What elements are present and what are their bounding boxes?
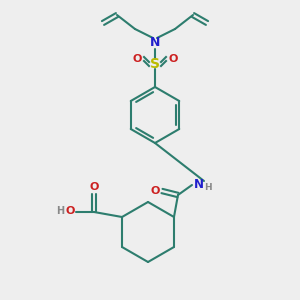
Text: O: O [168, 54, 178, 64]
Text: O: O [65, 206, 75, 216]
Text: O: O [132, 54, 142, 64]
Text: S: S [150, 57, 160, 71]
Text: N: N [194, 178, 204, 191]
Text: H: H [56, 206, 64, 216]
Text: H: H [204, 184, 212, 193]
Text: O: O [89, 182, 99, 192]
Text: O: O [150, 186, 160, 196]
Text: N: N [150, 37, 160, 50]
